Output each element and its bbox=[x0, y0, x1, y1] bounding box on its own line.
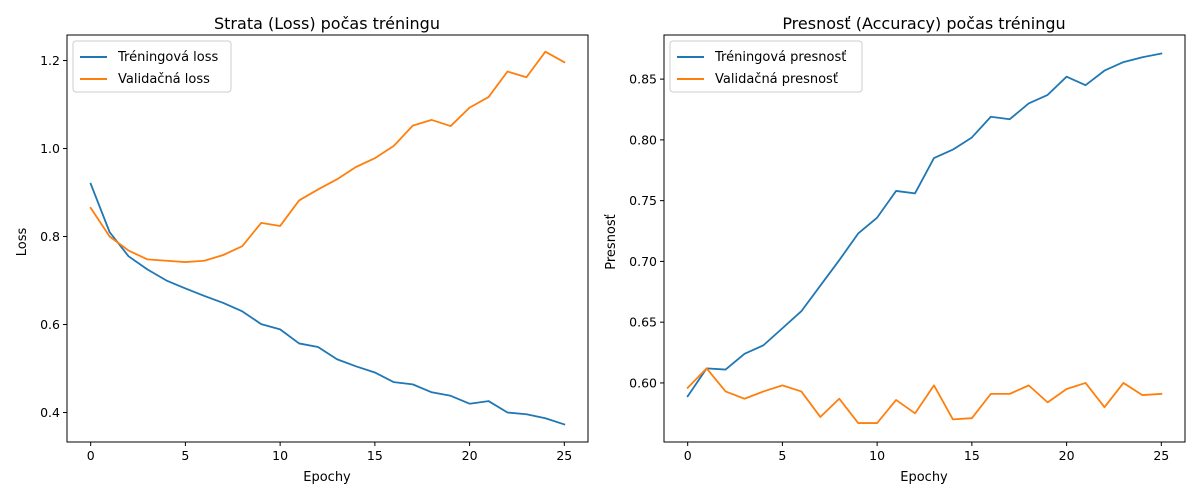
accuracy-chart: Presnosť (Accuracy) počas tréningu 0 5 10 1… bbox=[604, 14, 1186, 485]
accuracy-chart-plot: 0 5 10 15 20 25 0.60 0.65 0.70 0.75 0.80 0.85 bbox=[629, 34, 1186, 463]
loss-chart-plot: 0 5 10 15 20 25 0.4 0.6 0.8 1.0 1.2 bbox=[40, 34, 589, 463]
loss-chart-frame bbox=[66, 34, 589, 443]
accuracy-ytick-label: 0.65 bbox=[629, 315, 657, 330]
loss-ytick-label: 0.6 bbox=[40, 317, 60, 332]
loss-ytick-label: 1.2 bbox=[40, 53, 60, 68]
loss-xtick-label: 0 bbox=[87, 448, 95, 463]
accuracy-chart-xlabel: Epochy bbox=[900, 470, 948, 485]
accuracy-ytick-label: 0.85 bbox=[629, 72, 657, 87]
loss-xtick-label: 5 bbox=[181, 448, 189, 463]
accuracy-xtick-label: 20 bbox=[1059, 448, 1075, 463]
loss-ytick-label: 0.8 bbox=[40, 229, 60, 244]
accuracy-chart-frame bbox=[663, 34, 1186, 443]
accuracy-ytick-label: 0.70 bbox=[629, 254, 657, 269]
accuracy-ytick-label: 0.60 bbox=[629, 375, 657, 390]
accuracy-validation-line bbox=[686, 367, 1163, 424]
loss-legend-val-label: Validačná loss bbox=[118, 72, 210, 87]
accuracy-xtick-label: 25 bbox=[1153, 448, 1169, 463]
loss-chart-ylabel: Loss bbox=[15, 228, 30, 257]
loss-xtick-label: 25 bbox=[556, 448, 572, 463]
loss-ytick-label: 1.0 bbox=[40, 141, 60, 156]
accuracy-chart-legend: Tréningová presnosť Validačná presnosť bbox=[669, 40, 863, 93]
loss-xtick-label: 10 bbox=[272, 448, 288, 463]
loss-legend-train-label: Tréningová loss bbox=[117, 50, 219, 65]
accuracy-legend-train-label: Tréningová presnosť bbox=[714, 50, 846, 65]
loss-train-line bbox=[89, 182, 566, 426]
loss-chart-legend-box bbox=[72, 40, 232, 93]
accuracy-chart-legend-box bbox=[669, 40, 863, 93]
loss-xtick-label: 20 bbox=[462, 448, 478, 463]
loss-chart-xlabel: Epochy bbox=[303, 470, 351, 485]
accuracy-xtick-label: 15 bbox=[964, 448, 980, 463]
accuracy-ytick-label: 0.80 bbox=[629, 132, 657, 147]
loss-chart: Strata (Loss) počas tréningu 0 5 10 15 20 250… bbox=[15, 14, 589, 485]
accuracy-xtick-label: 10 bbox=[869, 448, 885, 463]
loss-validation-line bbox=[89, 50, 566, 263]
accuracy-train-line bbox=[686, 52, 1163, 398]
loss-ytick-label: 0.4 bbox=[40, 405, 60, 420]
accuracy-ytick-label: 0.75 bbox=[629, 193, 657, 208]
accuracy-xtick-label: 5 bbox=[778, 448, 786, 463]
accuracy-legend-val-label: Validačná presnosť bbox=[715, 72, 838, 87]
accuracy-chart-ylabel: Presnosť bbox=[604, 214, 619, 270]
accuracy-chart-title: Presnosť (Accuracy) počas tréningu bbox=[782, 14, 1065, 33]
loss-chart-title: Strata (Loss) počas tréningu bbox=[214, 14, 440, 33]
loss-xtick-label: 15 bbox=[367, 448, 383, 463]
loss-chart-legend: Tréningová loss Validačná loss bbox=[72, 40, 232, 93]
accuracy-xtick-label: 0 bbox=[684, 448, 692, 463]
